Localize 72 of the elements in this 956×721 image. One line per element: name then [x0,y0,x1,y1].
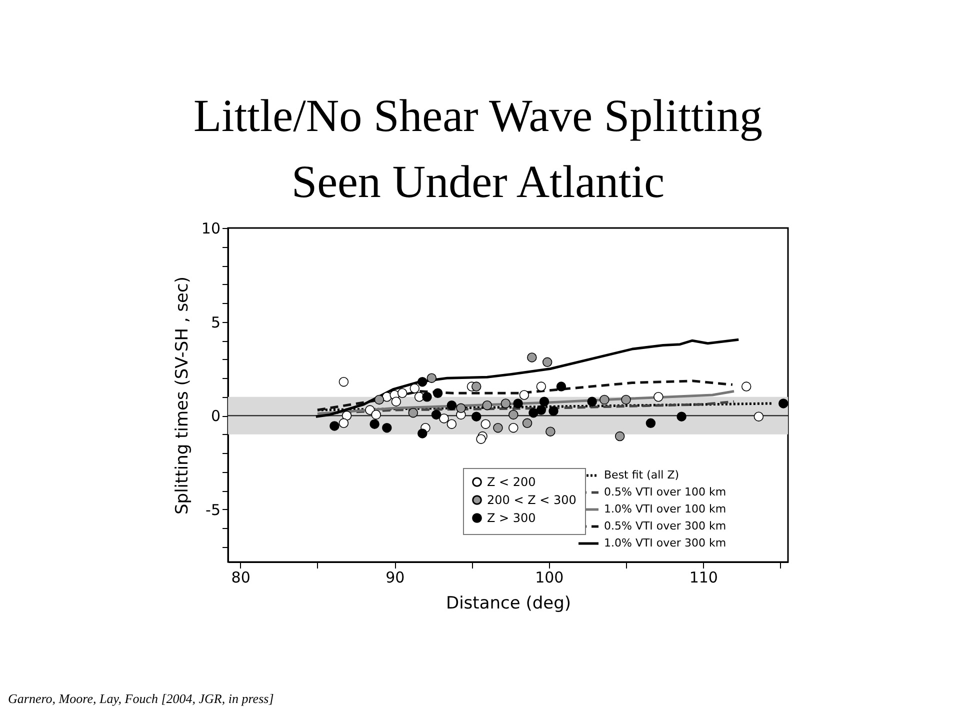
point [472,412,482,422]
point [600,394,610,405]
line-series [316,390,736,416]
legend-label: Z < 200 [487,475,536,489]
point [431,410,442,420]
point [418,377,428,387]
point [342,410,352,421]
point [370,419,380,429]
line-series [316,380,734,412]
point [391,396,402,406]
point [539,396,550,406]
point [408,408,418,418]
text: Seen Under Atlantic [291,156,665,207]
point [519,390,530,400]
point [371,410,381,420]
point [646,418,656,428]
x-axis-title: Distance (deg) [446,594,572,614]
point [374,394,384,405]
point [546,426,556,436]
point [587,396,597,406]
point [456,403,466,413]
point [500,398,511,408]
point [542,357,552,368]
point [432,388,443,398]
point [422,392,432,402]
y-axis-title: Splitting times (SV-SH , sec) [172,276,192,514]
point [676,412,686,422]
legend-label: 0.5% VTI over 100 km [604,486,726,498]
point [472,382,482,392]
y-tick-label: 10 [201,220,220,238]
point [513,398,523,408]
point [528,408,538,418]
point [476,434,486,444]
point [754,412,764,422]
point [446,400,457,410]
x-tick-label: 100 [535,568,564,586]
point [338,418,349,428]
y-tick-label: -5 [206,500,220,519]
point [426,373,437,383]
point [446,419,457,429]
point [382,422,392,433]
point [482,400,492,410]
point [508,422,518,433]
point [556,382,566,392]
x-tick-label: 90 [386,568,405,586]
y-tick-label: 5 [210,313,220,332]
point [522,418,532,428]
point [536,405,546,415]
point [778,398,788,408]
point [439,414,449,424]
y-tick-label: 0 [210,407,220,426]
text: Garnero, Moore, Lay, Fouch [2004, JGR, in press] [8,691,274,706]
legend-label: 0.5% VTI over 300 km [604,520,726,532]
text: Little/No Shear Wave Splitting [193,90,763,141]
point [418,428,428,438]
legend-label: Z > 300 [487,511,536,525]
point [330,421,340,431]
legend-label: Best fit (all Z) [604,468,680,482]
point [548,406,558,416]
point [621,394,631,405]
x-tick-label: 110 [689,568,718,586]
point [480,419,491,429]
legend-label: 200 < Z < 300 [487,493,576,507]
point [493,422,503,433]
point [614,431,625,442]
legend-label: 1.0% VTI over 100 km [604,502,726,516]
point [397,388,408,398]
x-tick-label: 80 [231,568,250,586]
point [654,392,664,402]
point [508,410,518,420]
legend-label: 1.0% VTI over 300 km [604,536,726,550]
point [527,352,537,362]
